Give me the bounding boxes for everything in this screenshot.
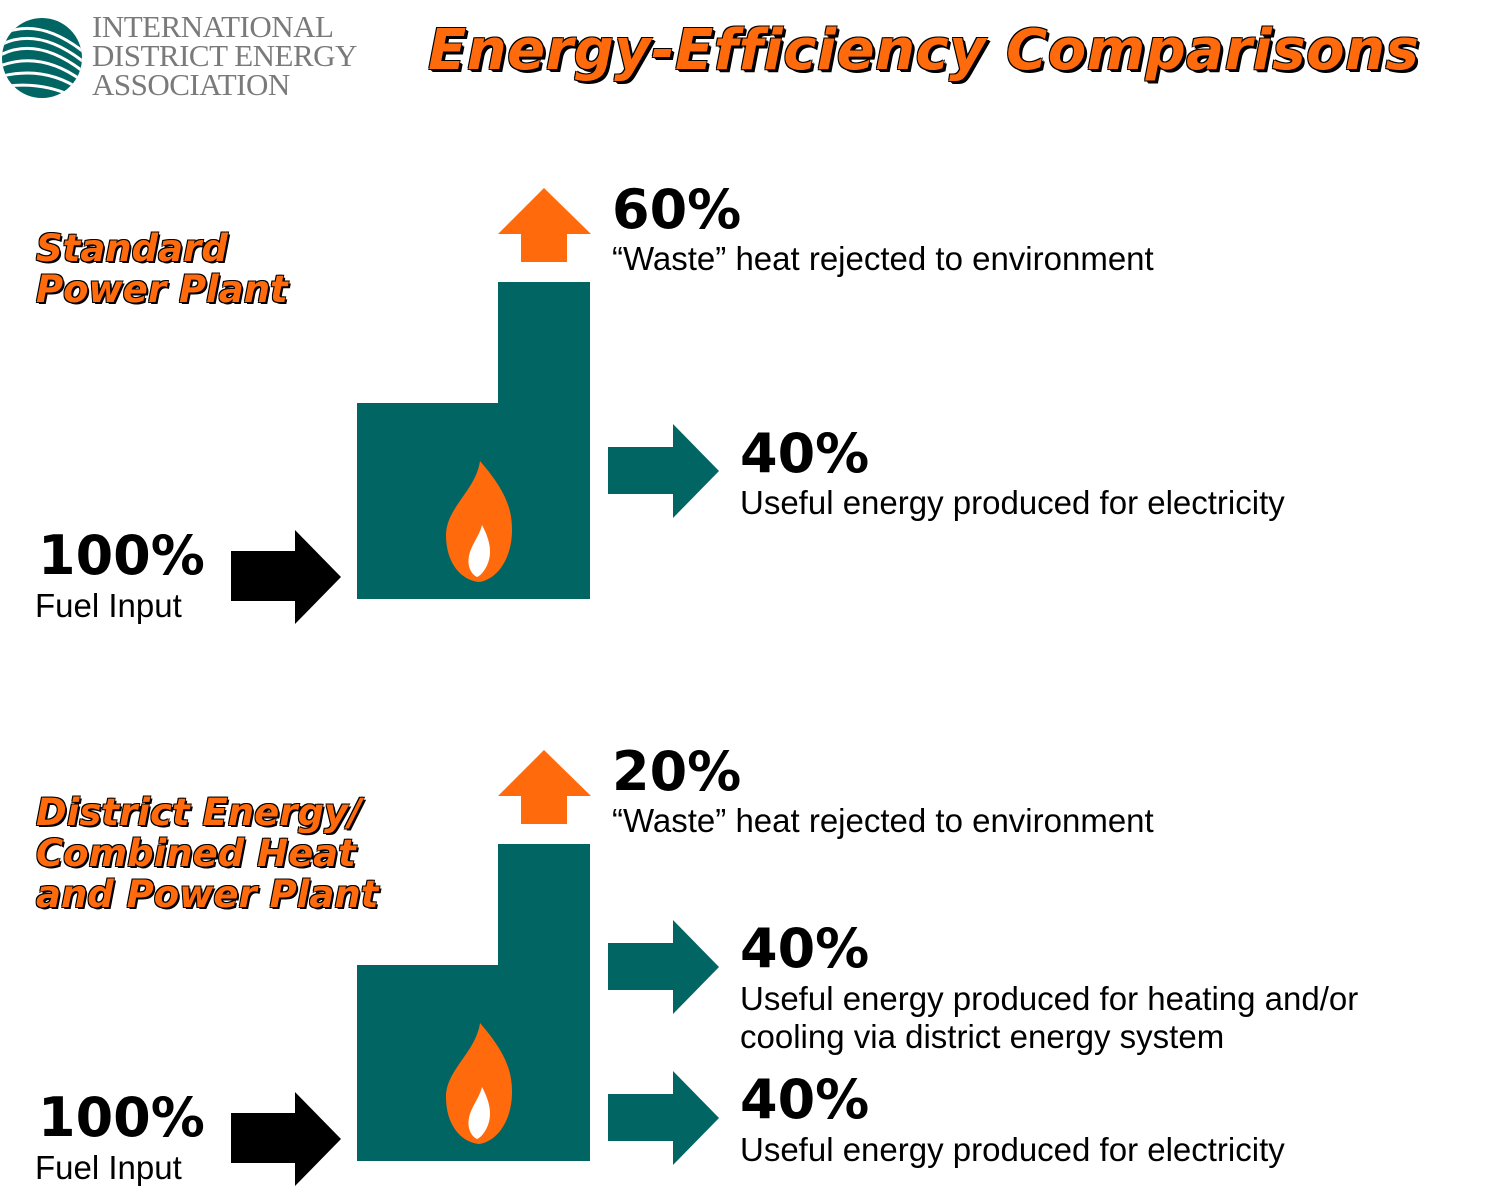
chp-electric-arrow xyxy=(608,1071,719,1165)
logo-line-1: INTERNATIONAL xyxy=(92,9,334,44)
logo-swirl-icon xyxy=(2,18,82,98)
chp-flame-icon xyxy=(446,1023,512,1144)
chp-heating-label-line-2: cooling via district energy system xyxy=(740,1018,1225,1055)
logo-line-2: DISTRICT ENERGY xyxy=(92,38,357,73)
standard-waste-pct: 60% xyxy=(612,178,742,241)
standard-electric-label: Useful energy produced for electricity xyxy=(740,484,1285,521)
standard-section-title: Standard Power Plant xyxy=(36,228,288,310)
chp-plant-diagram xyxy=(231,750,719,1186)
standard-electric-pct: 40% xyxy=(740,422,870,485)
chp-waste-pct: 20% xyxy=(612,740,742,803)
standard-input-label: Fuel Input xyxy=(35,587,182,624)
logo-text: INTERNATIONAL DISTRICT ENERGY ASSOCIATIO… xyxy=(92,9,357,102)
chp-section-title: District Energy/ Combined Heat and Power… xyxy=(36,792,378,915)
page-title: Energy-Efficiency Comparisons xyxy=(428,18,1420,83)
standard-title-line-2: Power Plant xyxy=(36,268,288,311)
standard-input-arrow xyxy=(231,530,341,624)
chp-title-line-2: Combined Heat xyxy=(36,832,356,875)
chp-electric-pct: 40% xyxy=(740,1068,870,1131)
standard-flame-icon xyxy=(446,461,512,582)
chp-plant-building xyxy=(357,844,590,1161)
chp-input-pct: 100% xyxy=(38,1086,205,1149)
chp-waste-label: “Waste” heat rejected to environment xyxy=(612,802,1154,839)
chp-heating-pct: 40% xyxy=(740,917,870,980)
chp-input-label: Fuel Input xyxy=(35,1149,182,1186)
standard-input-pct: 100% xyxy=(38,524,205,587)
standard-electric-arrow xyxy=(608,424,719,518)
standard-plant-diagram xyxy=(231,188,719,624)
chp-heating-arrow xyxy=(608,920,719,1014)
logo-line-3: ASSOCIATION xyxy=(92,67,290,102)
chp-title-line-3: and Power Plant xyxy=(36,873,379,916)
standard-waste-label: “Waste” heat rejected to environment xyxy=(612,240,1154,277)
chp-waste-up-arrow xyxy=(498,750,591,824)
chp-input-arrow xyxy=(231,1092,341,1186)
standard-waste-up-arrow xyxy=(498,188,591,262)
chp-title-line-1: District Energy/ xyxy=(36,791,362,834)
chp-electric-label: Useful energy produced for electricity xyxy=(740,1131,1285,1168)
standard-plant-building xyxy=(357,282,590,599)
standard-title-line-1: Standard xyxy=(36,227,228,270)
chp-heating-label-line-1: Useful energy produced for heating and/o… xyxy=(740,980,1359,1017)
